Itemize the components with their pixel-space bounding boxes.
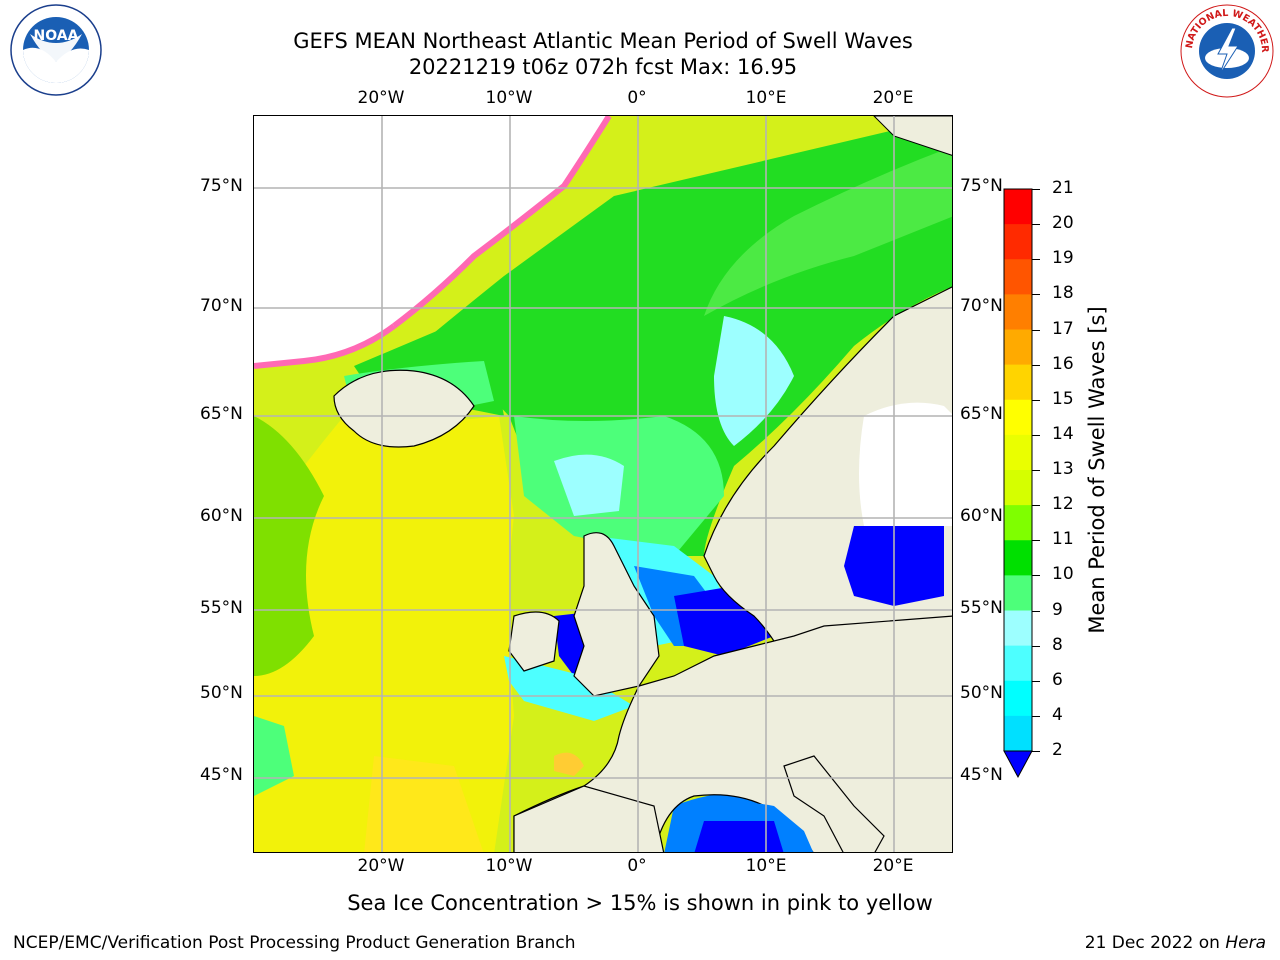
colorbar-cell — [1004, 470, 1032, 506]
colorbar-tick-label: 6 — [1052, 669, 1063, 690]
colorbar-cell — [1004, 575, 1032, 611]
colorbar-tick-label: 11 — [1052, 529, 1074, 550]
lon-label-top-0: 0° — [627, 88, 647, 108]
colorbar-tick-label: 14 — [1052, 423, 1074, 444]
colorbar-tick-mark — [1032, 329, 1040, 331]
footer-credit: NCEP/EMC/Verification Post Processing Pr… — [13, 933, 576, 953]
colorbar-cell — [1004, 540, 1032, 576]
lon-label-top-20e: 20°E — [872, 88, 914, 108]
colorbar-cell — [1004, 259, 1032, 295]
colorbar-tick-mark — [1032, 434, 1040, 436]
lat-label-right-55n: 55°N — [960, 598, 1003, 618]
colorbar-tick-label: 20 — [1052, 213, 1074, 234]
colorbar-tick-mark — [1032, 575, 1040, 577]
lat-label-left-60n: 60°N — [200, 506, 243, 526]
colorbar-tick-label: 17 — [1052, 318, 1074, 339]
lon-label-top-10e: 10°E — [745, 88, 787, 108]
colorbar-tick-mark — [1032, 715, 1040, 717]
map-panel — [253, 115, 953, 853]
colorbar-tick-mark — [1032, 189, 1040, 190]
lat-label-right-65n: 65°N — [960, 404, 1003, 424]
colorbar-cell — [1004, 610, 1032, 647]
lat-label-left-65n: 65°N — [200, 404, 243, 424]
noaa-logo: NOAA — [10, 4, 102, 96]
colorbar-tick-label: 9 — [1052, 599, 1063, 620]
colorbar-cell — [1004, 294, 1032, 330]
map-title: GEFS MEAN Northeast Atlantic Mean Period… — [293, 29, 913, 53]
lat-label-left-70n: 70°N — [200, 296, 243, 316]
lat-label-right-45n: 45°N — [960, 765, 1003, 785]
colorbar-cell — [1004, 715, 1032, 752]
colorbar-cell — [1004, 680, 1032, 717]
lat-label-left-55n: 55°N — [200, 598, 243, 618]
colorbar-tick-mark — [1032, 470, 1040, 471]
lat-label-left-75n: 75°N — [200, 176, 243, 196]
colorbar-tick-mark — [1032, 751, 1040, 752]
noaa-logo-text: NOAA — [34, 28, 79, 44]
colorbar-tick-label: 21 — [1052, 178, 1074, 198]
colorbar-tick-mark — [1032, 224, 1040, 226]
footer-host: Hera — [1225, 933, 1266, 953]
colorbar-cell — [1004, 399, 1032, 436]
lat-label-right-75n: 75°N — [960, 176, 1003, 196]
colorbar-tick-label: 2 — [1052, 740, 1063, 760]
lon-label-bottom-10e: 10°E — [745, 856, 787, 876]
colorbar-cell — [1004, 329, 1032, 366]
colorbar-cell — [1004, 364, 1032, 401]
colorbar-tick-label: 12 — [1052, 494, 1074, 515]
colorbar-cell — [1004, 434, 1032, 471]
lat-label-right-70n: 70°N — [960, 296, 1003, 316]
lon-label-top-10w: 10°W — [485, 88, 533, 108]
swell-period-field — [254, 116, 952, 852]
footer-date-text: 21 Dec 2022 on — [1084, 933, 1226, 953]
colorbar-tick-mark — [1032, 259, 1040, 261]
colorbar-tick-mark — [1032, 399, 1040, 401]
colorbar-tick-label: 13 — [1052, 459, 1074, 479]
lon-label-bottom-0: 0° — [627, 856, 647, 876]
colorbar-tick-label: 10 — [1052, 564, 1074, 585]
lat-label-right-50n: 50°N — [960, 683, 1003, 703]
map-subtitle: 20221219 t06z 072h fcst Max: 16.95 — [408, 55, 798, 79]
colorbar-cell — [1004, 645, 1032, 682]
colorbar-tick-mark — [1032, 610, 1040, 612]
colorbar-extend-triangle — [1003, 750, 1033, 779]
colorbar-tick-mark — [1032, 364, 1040, 366]
colorbar-tick-label: 15 — [1052, 388, 1074, 409]
colorbar-cell — [1004, 224, 1032, 260]
colorbar-tick-mark — [1032, 505, 1040, 507]
lon-label-bottom-20e: 20°E — [872, 856, 914, 876]
colorbar-tick-mark — [1032, 645, 1040, 647]
footer-date: 21 Dec 2022 on Hera — [1085, 933, 1266, 953]
lat-label-left-50n: 50°N — [200, 683, 243, 703]
lon-label-bottom-20w: 20°W — [357, 856, 405, 876]
colorbar-tick-label: 4 — [1052, 704, 1063, 725]
nws-logo: NATIONAL WEATHER SERVICE — [1180, 4, 1274, 98]
colorbar — [1003, 188, 1033, 779]
sea-ice-caption: Sea Ice Concentration > 15% is shown in … — [347, 891, 933, 915]
lat-label-right-60n: 60°N — [960, 506, 1003, 526]
colorbar-cell — [1004, 505, 1032, 541]
lon-label-bottom-10w: 10°W — [485, 856, 533, 876]
lon-label-top-20w: 20°W — [357, 88, 405, 108]
lat-label-left-45n: 45°N — [200, 765, 243, 785]
colorbar-label: Mean Period of Swell Waves [s] — [1085, 306, 1109, 634]
colorbar-tick-label: 8 — [1052, 634, 1063, 655]
colorbar-tick-label: 16 — [1052, 353, 1074, 374]
colorbar-tick-mark — [1032, 540, 1040, 542]
colorbar-tick-label: 18 — [1052, 283, 1074, 304]
colorbar-tick-label: 19 — [1052, 248, 1074, 269]
colorbar-cell — [1004, 189, 1032, 225]
colorbar-tick-mark — [1032, 294, 1040, 296]
colorbar-tick-mark — [1032, 680, 1040, 682]
